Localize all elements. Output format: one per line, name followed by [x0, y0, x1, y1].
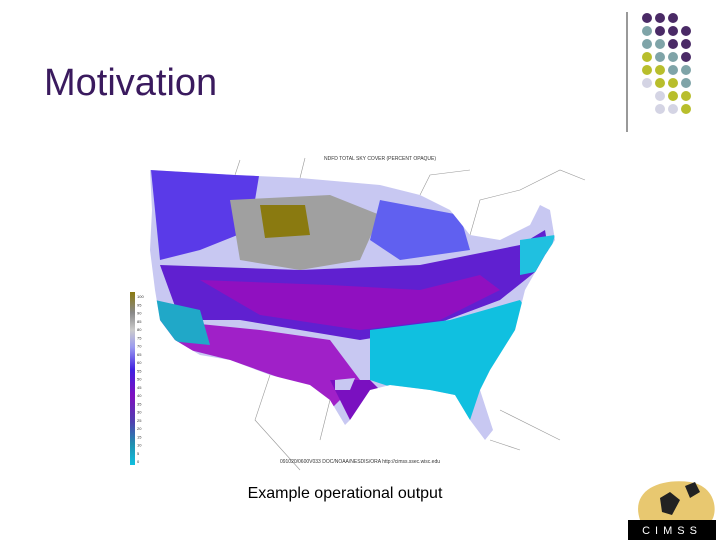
- colorbar-labels: 1009590858075706560555045403530252015105…: [137, 294, 144, 464]
- cimss-logo: CIMSS: [628, 481, 716, 540]
- decor-dot: [642, 65, 652, 75]
- decor-dot: [668, 78, 678, 88]
- decor-dot: [655, 104, 665, 114]
- decor-dot: [668, 52, 678, 62]
- sky-cover-map: [150, 170, 555, 440]
- colorbar-label: 35: [137, 401, 142, 406]
- decor-dot: [681, 65, 691, 75]
- colorbar-label: 70: [137, 344, 142, 349]
- decor-dot: [642, 26, 652, 36]
- colorbar-label: 90: [137, 311, 142, 316]
- decor-dot: [655, 39, 665, 49]
- decor-dot: [642, 52, 652, 62]
- map-title: NDFD TOTAL SKY COVER (PERCENT OPAQUE): [324, 156, 436, 162]
- colorbar-label: 25: [137, 418, 142, 423]
- decor-dot: [681, 91, 691, 101]
- decor-dot: [655, 13, 665, 23]
- decor-dot: [681, 26, 691, 36]
- logo-text: CIMSS: [642, 525, 702, 537]
- caption: Example operational output: [247, 485, 443, 502]
- colorbar-label: 55: [137, 368, 142, 373]
- decor-dot: [681, 78, 691, 88]
- decor-dot: [668, 91, 678, 101]
- decor-dot: [681, 104, 691, 114]
- decor-dot: [642, 39, 652, 49]
- colorbar-label: 65: [137, 352, 142, 357]
- colorbar-label: 100: [137, 294, 144, 299]
- colorbar-label: 15: [137, 434, 142, 439]
- decor-dot: [655, 65, 665, 75]
- decor-dots: [642, 13, 691, 114]
- colorbar-label: 40: [137, 393, 142, 398]
- colorbar-label: 5: [137, 451, 140, 456]
- colorbar-label: 95: [137, 302, 142, 307]
- decor-dot: [642, 78, 652, 88]
- decor-dot: [668, 39, 678, 49]
- colorbar-label: 60: [137, 360, 142, 365]
- decor-dot: [668, 104, 678, 114]
- decor-dot: [668, 13, 678, 23]
- decor-dot: [655, 26, 665, 36]
- colorbar: [130, 292, 135, 465]
- colorbar-label: 45: [137, 385, 142, 390]
- decor-dot: [655, 91, 665, 101]
- colorbar-label: 0: [137, 459, 140, 464]
- decor-dot: [668, 65, 678, 75]
- decor-dot: [681, 39, 691, 49]
- map-footer: 091020/0600V033 DOC/NOAA/NESDIS/ORA http…: [280, 459, 440, 465]
- decor-dot: [655, 78, 665, 88]
- border-lines: [234, 157, 586, 471]
- decor-dot: [681, 52, 691, 62]
- decor-dot: [668, 26, 678, 36]
- colorbar-label: 10: [137, 443, 142, 448]
- colorbar-label: 80: [137, 327, 142, 332]
- slide-title: Motivation: [44, 62, 218, 104]
- colorbar-label: 20: [137, 426, 142, 431]
- decor-dot: [642, 13, 652, 23]
- colorbar-label: 75: [137, 335, 142, 340]
- colorbar-label: 85: [137, 319, 142, 324]
- colorbar-label: 30: [137, 410, 142, 415]
- decor-dot: [655, 52, 665, 62]
- colorbar-label: 50: [137, 377, 142, 382]
